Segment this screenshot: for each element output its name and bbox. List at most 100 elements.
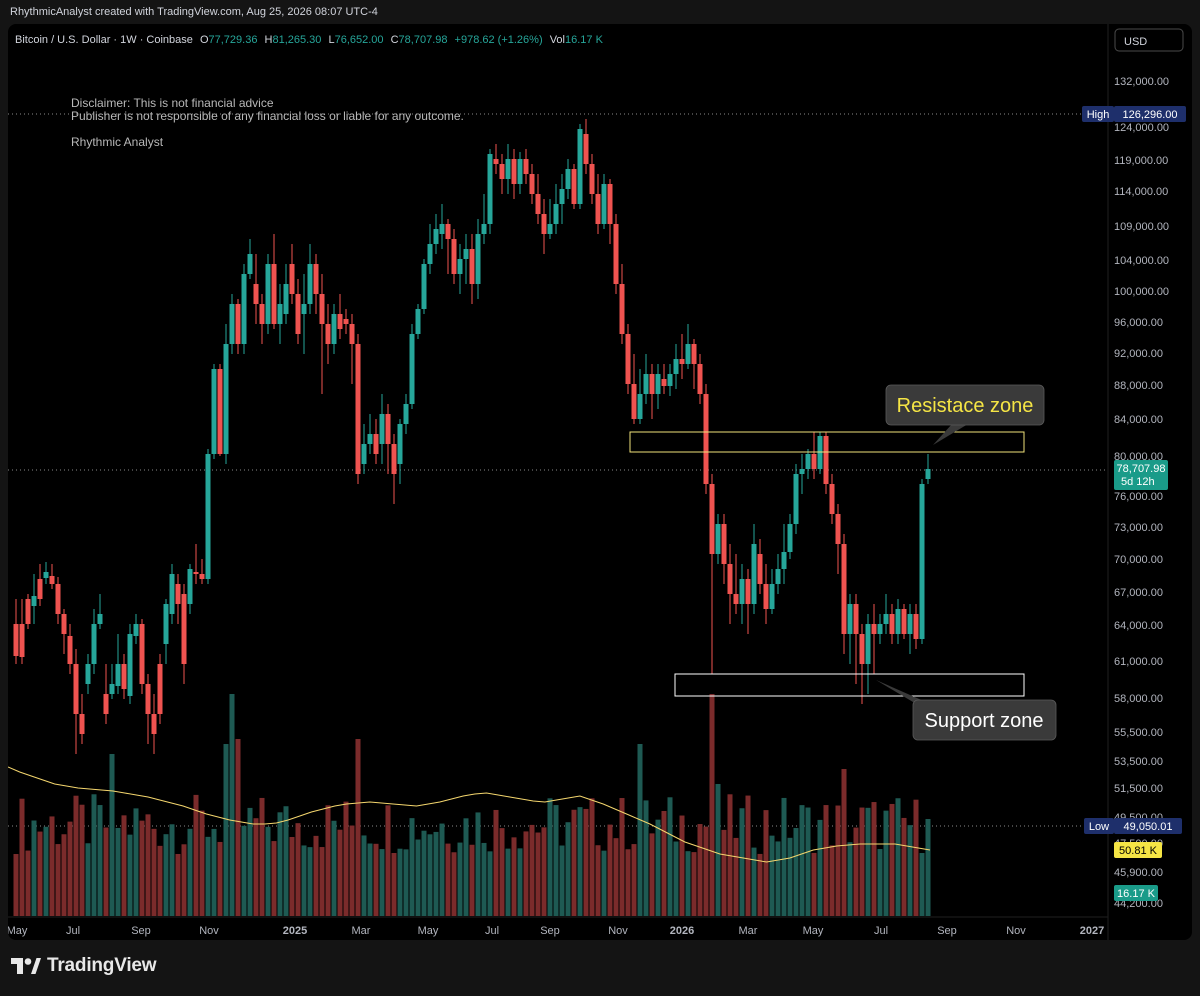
candle-down — [859, 624, 865, 704]
candle-down — [139, 619, 145, 694]
candle-up — [793, 464, 799, 534]
candle-up — [475, 219, 481, 299]
candle-up — [463, 234, 469, 284]
candle-up — [43, 562, 49, 584]
candle-up — [601, 174, 607, 229]
price-tick: 84,000.00 — [1114, 414, 1163, 426]
price-axis[interactable]: 132,000.00 124,000.00 119,000.00 114,000.00… — [1114, 76, 1169, 910]
candle-up — [109, 664, 115, 699]
price-tick: 114,000.00 — [1114, 186, 1168, 198]
candle-up — [379, 394, 385, 464]
volume-bar — [91, 794, 97, 916]
volume-bar — [163, 834, 169, 916]
candle-down — [871, 604, 877, 674]
volume-bar — [343, 801, 349, 916]
volume-bar — [691, 852, 697, 916]
candle-down — [55, 577, 61, 624]
volume-bar — [679, 815, 685, 916]
volume-bar — [367, 843, 373, 916]
volume-bar — [157, 845, 163, 916]
volume-bar — [19, 798, 25, 916]
volume-bar — [97, 805, 103, 916]
candle-down — [607, 179, 613, 244]
price-tick: 104,000.00 — [1114, 255, 1169, 267]
volume-bar — [529, 824, 535, 916]
volume-bar — [889, 803, 895, 916]
currency-button[interactable]: USD — [1114, 28, 1184, 52]
volume-bar — [253, 818, 259, 916]
volume-bar — [667, 797, 673, 916]
tradingview-logo[interactable]: TradingView — [11, 955, 157, 977]
volume-bar — [553, 805, 559, 916]
volume-badge: 16.17 K — [1114, 885, 1158, 901]
volume-bar — [517, 848, 523, 916]
volume-bar — [427, 834, 433, 916]
volume-bar — [487, 851, 493, 916]
time-tick: Nov — [199, 925, 219, 937]
candle-up — [781, 524, 787, 584]
candle-down — [49, 564, 55, 589]
volume-bar — [355, 739, 361, 916]
resistance-zone — [629, 431, 1025, 453]
volume-bar — [193, 794, 199, 916]
tradingview-logo-icon — [11, 958, 41, 974]
support-callout[interactable]: Support zone — [876, 680, 1057, 741]
candle-down — [79, 694, 85, 744]
candle-down — [541, 199, 547, 254]
candle-down — [217, 364, 223, 456]
symbol-title: Bitcoin / U.S. Dollar · 1W · Coinbase — [15, 34, 193, 46]
volume-bar — [127, 834, 133, 916]
volume-bar — [799, 805, 805, 916]
price-tick: 96,000.00 — [1114, 317, 1163, 329]
candle-up — [277, 284, 283, 344]
volume-bar — [589, 798, 595, 916]
volume-bar — [559, 845, 565, 916]
chart-frame[interactable]: Resistace zone Support zone Bitcoin / U.… — [8, 24, 1192, 940]
candle-down — [445, 219, 451, 274]
time-tick: Sep — [937, 925, 957, 937]
volume-bar — [619, 798, 625, 916]
candle-down — [613, 214, 619, 294]
volume-bar — [739, 808, 745, 916]
volume-bar — [823, 805, 829, 916]
candle-up — [865, 614, 871, 694]
candle-up — [673, 344, 679, 389]
price-tick: 45,900.00 — [1114, 867, 1163, 879]
candles — [13, 119, 931, 754]
candle-down — [289, 244, 295, 304]
candle-up — [127, 624, 133, 704]
resistance-callout[interactable]: Resistace zone — [885, 384, 1045, 445]
volume-bar — [229, 694, 235, 916]
volume-bar — [379, 849, 385, 916]
candle-down — [13, 599, 19, 664]
volume-bar — [769, 835, 775, 916]
candlestick-chart[interactable]: Resistace zone Support zone Bitcoin / U.… — [8, 24, 1192, 940]
last-price-badge: 78,707.98 5d 12h — [1114, 460, 1168, 490]
volume-bar — [793, 828, 799, 916]
tradingview-brand: TradingView — [47, 955, 157, 976]
volume-bar — [169, 824, 175, 916]
candle-down — [193, 544, 199, 584]
candle-up — [397, 419, 403, 484]
candle-down — [349, 314, 355, 384]
volume-bar — [763, 810, 769, 916]
candle-down — [853, 594, 859, 684]
volume-bar — [481, 842, 487, 916]
candle-up — [925, 454, 931, 484]
price-tick: 132,000.00 — [1114, 76, 1169, 88]
candle-down — [373, 419, 379, 464]
volume-bar — [265, 826, 271, 916]
volume-bar — [133, 808, 139, 916]
volume-bar — [493, 809, 499, 916]
candle-up — [91, 609, 97, 674]
candle-down — [343, 309, 349, 334]
volume-bar — [901, 817, 907, 916]
volume-bars — [13, 694, 931, 916]
candle-up — [97, 594, 103, 629]
candle-up — [223, 324, 229, 464]
time-axis[interactable]: May Jul Sep Nov 2025 Mar May Jul Sep Nov 2026 Mar Ma… — [8, 925, 1104, 937]
footer — [0, 940, 1200, 996]
candle-up — [769, 569, 775, 614]
volume-bar — [805, 807, 811, 916]
candle-up — [907, 604, 913, 654]
